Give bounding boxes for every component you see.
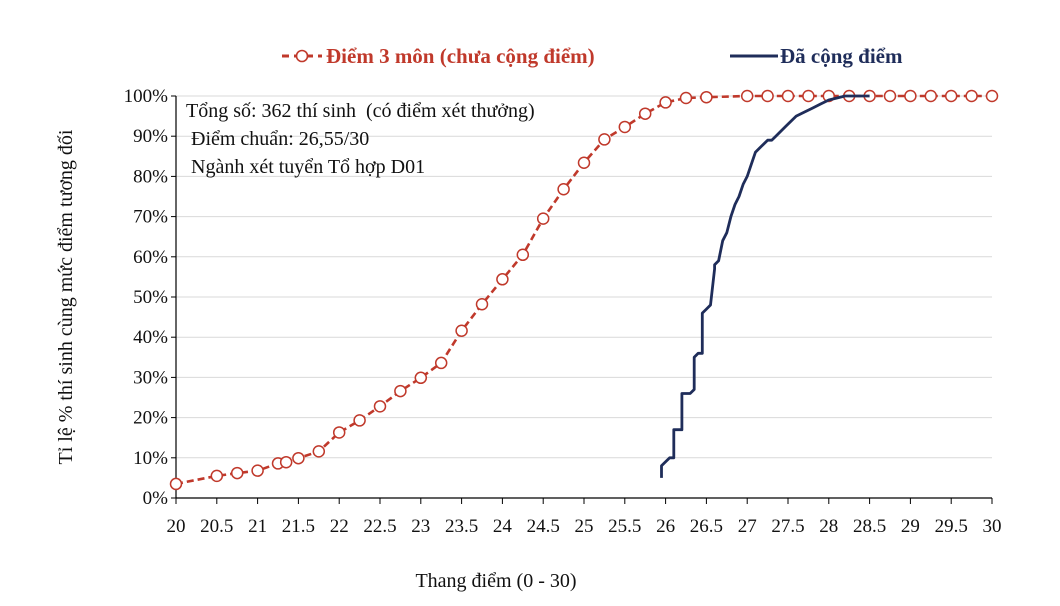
series-raw-point [577, 156, 591, 169]
series-raw-point [373, 400, 387, 413]
x-tick-label: 20.5 [200, 516, 233, 537]
x-tick-label: 20 [167, 516, 186, 537]
x-tick-label: 24.5 [527, 516, 560, 537]
series-raw-point [985, 89, 999, 103]
y-tick-label: 40% [133, 327, 168, 348]
y-tick-label: 30% [133, 367, 168, 388]
x-tick-label: 25.5 [608, 516, 641, 537]
legend-raw-marker [295, 49, 309, 63]
x-tick-label: 21.5 [282, 516, 315, 537]
x-tick-label: 29.5 [935, 516, 968, 537]
series-raw-point [312, 445, 326, 458]
series-raw-point [353, 414, 366, 427]
x-tick-label: 23 [411, 516, 430, 537]
x-tick-label: 28.5 [853, 516, 886, 537]
series-raw-point [251, 464, 264, 477]
series-raw-point [210, 469, 224, 483]
series-raw-point [904, 89, 917, 103]
x-tick-label: 22.5 [363, 516, 396, 537]
x-tick-label: 26.5 [690, 516, 723, 537]
legend-item-bonus: Đã cộng điểm [730, 44, 903, 68]
x-tick-label: 29 [901, 516, 920, 537]
y-tick-label: 50% [133, 287, 168, 308]
x-tick-label: 30 [983, 516, 1002, 537]
x-tick-label: 28 [819, 516, 838, 537]
x-axis-title: Thang điểm (0 - 30) [415, 570, 576, 592]
series-raw-point [965, 89, 978, 103]
series-raw-point [700, 90, 713, 104]
x-tick-label: 27 [738, 516, 757, 537]
legend: Điểm 3 môn (chưa cộng điểm) Đã cộng điểm [282, 44, 903, 68]
series-raw-line [175, 94, 992, 486]
series-raw-point [740, 89, 754, 103]
series-raw-point [618, 120, 632, 134]
x-tick-label: 24 [493, 516, 513, 537]
series-raw-point [394, 384, 407, 398]
x-tick-label: 27.5 [771, 516, 804, 537]
series-raw-point [516, 248, 530, 262]
legend-item-raw: Điểm 3 môn (chưa cộng điểm) [282, 44, 595, 68]
series-raw-point [169, 477, 183, 491]
y-tick-label: 60% [133, 247, 168, 268]
series-raw-point [924, 89, 938, 103]
series-raw-point [679, 91, 693, 105]
annotation-cutoff: Điểm chuẩn: 26,55/30 [186, 128, 369, 150]
series-raw-point [414, 371, 428, 385]
legend-bonus-label: Đã cộng điểm [780, 44, 903, 68]
y-axis-title: Tỉ lệ % thí sinh cùng mức điểm tương đối [55, 129, 77, 464]
series-raw-point [944, 89, 958, 103]
annotation-total: Tổng số: 362 thí sinh (có điểm xét thưởn… [186, 100, 535, 122]
axes [171, 95, 993, 504]
y-tick-label: 20% [133, 408, 168, 429]
series-raw-point [883, 89, 897, 103]
x-tick-label: 26 [656, 516, 675, 537]
series-raw-point [638, 107, 652, 120]
y-tick-label: 0% [143, 488, 169, 509]
tick-labels: 0% 10% 20% 30% 40% 50% 60% 70% 80% 90% 100% 20 20.5 2… [124, 86, 1002, 537]
annotation-block: Tổng số: 362 thí sinh (có điểm xét thưởn… [186, 100, 535, 178]
series-raw-point [455, 324, 468, 338]
y-tick-label: 80% [133, 166, 168, 187]
x-tick-label: 21 [248, 516, 267, 537]
series-bonus-line [660, 94, 870, 478]
y-tick-label: 10% [133, 448, 168, 469]
series-raw-point [536, 212, 550, 225]
series-raw-point [292, 451, 305, 465]
annotation-major: Ngành xét tuyển Tổ hợp D01 [186, 156, 425, 178]
series-raw-point [230, 466, 244, 480]
series-raw-point [598, 133, 611, 146]
y-tick-label: 90% [133, 126, 168, 147]
legend-raw-label: Điểm 3 môn (chưa cộng điểm) [326, 44, 595, 68]
series-raw-point [781, 89, 795, 103]
x-tick-label: 25 [575, 516, 594, 537]
series-raw-point [557, 183, 570, 196]
series-raw-point [659, 96, 672, 109]
gridlines [176, 95, 992, 459]
series-raw-point [434, 356, 448, 370]
series-raw-point [761, 89, 774, 103]
y-tick-label: 70% [133, 207, 168, 228]
x-tick-label: 23.5 [445, 516, 478, 537]
series [169, 89, 999, 491]
series-raw-point [802, 89, 815, 103]
y-tick-label: 100% [124, 86, 169, 107]
series-raw-point [332, 426, 346, 439]
series-raw-point [279, 455, 293, 469]
series-raw-point [475, 297, 489, 311]
series-raw-point [496, 273, 509, 286]
x-tick-label: 22 [330, 516, 349, 537]
